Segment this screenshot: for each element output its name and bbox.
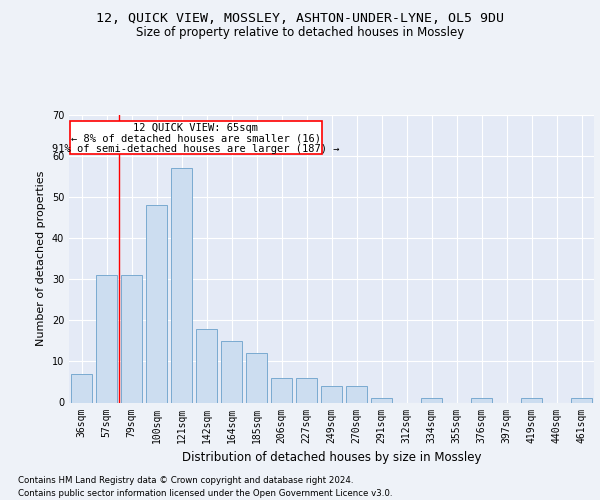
Text: ← 8% of detached houses are smaller (16): ← 8% of detached houses are smaller (16) [71, 134, 321, 143]
Text: Contains HM Land Registry data © Crown copyright and database right 2024.: Contains HM Land Registry data © Crown c… [18, 476, 353, 485]
Text: Size of property relative to detached houses in Mossley: Size of property relative to detached ho… [136, 26, 464, 39]
Bar [321, 386, 342, 402]
Bar [70, 121, 322, 154]
Bar [346, 386, 367, 402]
Bar [171, 168, 192, 402]
Bar [296, 378, 317, 402]
Bar [96, 275, 117, 402]
Bar [71, 374, 92, 402]
X-axis label: Distribution of detached houses by size in Mossley: Distribution of detached houses by size … [182, 451, 481, 464]
Bar [471, 398, 492, 402]
Bar [121, 275, 142, 402]
Bar [371, 398, 392, 402]
Text: 12 QUICK VIEW: 65sqm: 12 QUICK VIEW: 65sqm [133, 123, 259, 133]
Bar [196, 328, 217, 402]
Bar [571, 398, 592, 402]
Text: Contains public sector information licensed under the Open Government Licence v3: Contains public sector information licen… [18, 489, 392, 498]
Text: 91% of semi-detached houses are larger (187) →: 91% of semi-detached houses are larger (… [52, 144, 340, 154]
Bar [246, 353, 267, 403]
Bar [146, 206, 167, 402]
Bar [421, 398, 442, 402]
Y-axis label: Number of detached properties: Number of detached properties [36, 171, 46, 346]
Bar [521, 398, 542, 402]
Bar [271, 378, 292, 402]
Text: 12, QUICK VIEW, MOSSLEY, ASHTON-UNDER-LYNE, OL5 9DU: 12, QUICK VIEW, MOSSLEY, ASHTON-UNDER-LY… [96, 12, 504, 26]
Bar [221, 341, 242, 402]
